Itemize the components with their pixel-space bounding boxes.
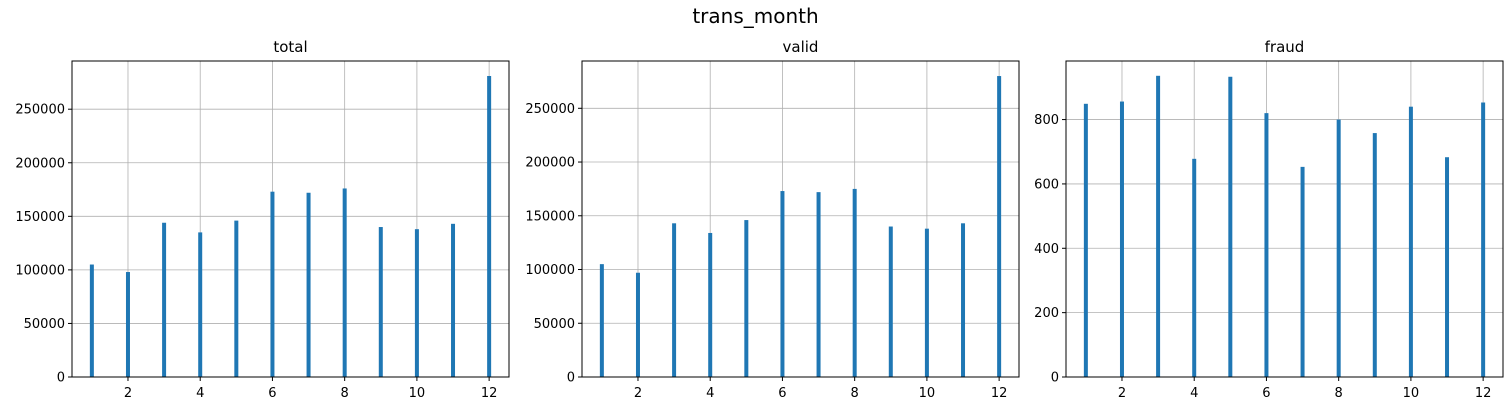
y-tick-label: 50000 <box>534 317 575 332</box>
bar <box>1228 76 1233 377</box>
y-tick-label: 150000 <box>15 210 65 225</box>
x-tick-label: 10 <box>409 386 426 401</box>
y-tick-label: 200000 <box>15 156 65 171</box>
x-tick-label: 6 <box>778 386 786 401</box>
bar <box>635 272 640 377</box>
bar <box>125 272 130 377</box>
bar <box>198 232 203 377</box>
plot-frame <box>1065 60 1504 378</box>
x-tick-label: 12 <box>1475 386 1492 401</box>
x-tick-label: 10 <box>1403 386 1420 401</box>
bar <box>306 192 311 377</box>
y-tick-label: 0 <box>57 371 65 386</box>
x-tick-label: 12 <box>481 386 498 401</box>
y-tick-label: 250000 <box>15 103 65 118</box>
bar <box>852 188 857 377</box>
x-tick-label: 4 <box>196 386 204 401</box>
y-tick-label: 0 <box>1051 371 1059 386</box>
chart-title: total <box>273 38 307 56</box>
y-tick-label: 250000 <box>525 102 575 117</box>
chart-total: 2 4 6 8 10 12 0 50000 100000 150000 200000 250000 to… <box>15 38 510 401</box>
bar <box>234 220 239 377</box>
chart-valid: 2 4 6 8 10 12 0 50000 100000 150000 200000 250000 va… <box>525 38 1020 401</box>
bar <box>961 223 966 377</box>
x-tick-label: 4 <box>1190 386 1198 401</box>
bar <box>1083 103 1088 377</box>
y-tick-label: 200 <box>1034 306 1059 321</box>
y-tick-label: 0 <box>567 371 575 386</box>
bar <box>888 226 893 377</box>
bar <box>451 223 456 377</box>
bar <box>997 76 1002 378</box>
bar <box>162 222 167 377</box>
bar <box>1119 101 1124 377</box>
x-tick-label: 8 <box>341 386 349 401</box>
y-tick-label: 800 <box>1034 113 1059 128</box>
bar <box>1156 75 1161 378</box>
x-tick-label: 4 <box>706 386 714 401</box>
bar <box>414 229 419 377</box>
bar <box>1481 102 1486 377</box>
plot-frame <box>581 60 1020 378</box>
x-tick-label: 10 <box>919 386 936 401</box>
bar <box>1336 119 1341 377</box>
x-tick-label: 8 <box>851 386 859 401</box>
figure-title: trans_month <box>692 4 819 28</box>
bar <box>1408 106 1413 377</box>
y-tick-label: 600 <box>1034 177 1059 192</box>
bar <box>378 227 383 377</box>
bar <box>672 223 677 377</box>
bar <box>708 232 713 377</box>
y-tick-label: 200000 <box>525 156 575 171</box>
x-tick-label: 12 <box>991 386 1008 401</box>
y-tick-label: 400 <box>1034 242 1059 257</box>
bar <box>342 188 347 377</box>
plot-frame <box>71 60 510 378</box>
bar <box>1264 113 1269 378</box>
bar <box>1300 166 1305 377</box>
bar <box>89 264 94 377</box>
bar <box>816 192 821 377</box>
chart-title: valid <box>783 38 819 56</box>
x-tick-label: 2 <box>634 386 642 401</box>
bar <box>1445 157 1450 377</box>
bar <box>487 75 492 377</box>
x-tick-label: 2 <box>1118 386 1126 401</box>
x-tick-label: 2 <box>124 386 132 401</box>
bar <box>744 220 749 377</box>
chart-title: fraud <box>1265 38 1305 56</box>
bar <box>780 191 785 377</box>
bar <box>1192 158 1197 377</box>
bar <box>924 228 929 377</box>
bar <box>599 264 604 377</box>
chart-fraud: 2 4 6 8 10 12 0 200 400 600 800 fraud <box>1034 38 1504 401</box>
y-tick-label: 100000 <box>15 263 65 278</box>
x-tick-label: 6 <box>1262 386 1270 401</box>
x-tick-label: 6 <box>268 386 276 401</box>
bar <box>270 191 275 377</box>
bar <box>1372 133 1377 377</box>
x-tick-label: 8 <box>1335 386 1343 401</box>
y-tick-label: 150000 <box>525 209 575 224</box>
y-tick-label: 100000 <box>525 263 575 278</box>
y-tick-label: 50000 <box>24 317 65 332</box>
